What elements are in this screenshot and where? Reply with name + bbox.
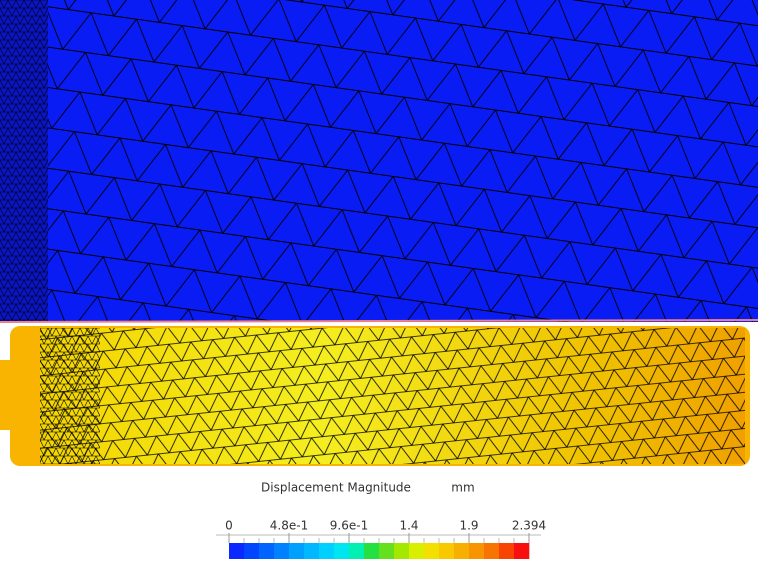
color-swatch	[304, 543, 320, 559]
color-swatch	[499, 543, 515, 559]
color-swatch	[379, 543, 395, 559]
color-swatch	[514, 543, 530, 559]
upper-end-mesh	[0, 0, 48, 322]
legend-unit: mm	[451, 481, 474, 495]
tick-label: 4.8e-1	[270, 519, 308, 533]
color-swatch	[349, 543, 365, 559]
legend: Displacement Magnitude mm 0 4.8e-1 9.6e-1 1…	[216, 481, 546, 559]
model-view	[0, 0, 758, 466]
color-swatch	[424, 543, 440, 559]
color-swatch	[274, 543, 290, 559]
color-swatch	[319, 543, 335, 559]
color-swatch	[334, 543, 350, 559]
tick-label: 2.394	[512, 519, 546, 533]
color-swatch	[244, 543, 260, 559]
color-swatch	[289, 543, 305, 559]
color-swatch	[259, 543, 275, 559]
tick-label: 1.4	[399, 519, 418, 533]
color-swatch	[409, 543, 425, 559]
roller-mesh	[40, 328, 745, 464]
color-swatch	[439, 543, 455, 559]
roller-dense-mesh	[40, 328, 100, 464]
upper-mesh	[0, 0, 758, 322]
color-swatch	[394, 543, 410, 559]
tick-label: 0	[225, 519, 233, 533]
contact-edge	[0, 319, 758, 323]
color-swatch	[229, 543, 245, 559]
color-swatch	[484, 543, 500, 559]
color-swatch	[469, 543, 485, 559]
legend-title: Displacement Magnitude	[261, 481, 411, 495]
tick-label: 9.6e-1	[330, 519, 368, 533]
color-swatch	[454, 543, 470, 559]
tick-label: 1.9	[459, 519, 478, 533]
color-swatch	[364, 543, 380, 559]
